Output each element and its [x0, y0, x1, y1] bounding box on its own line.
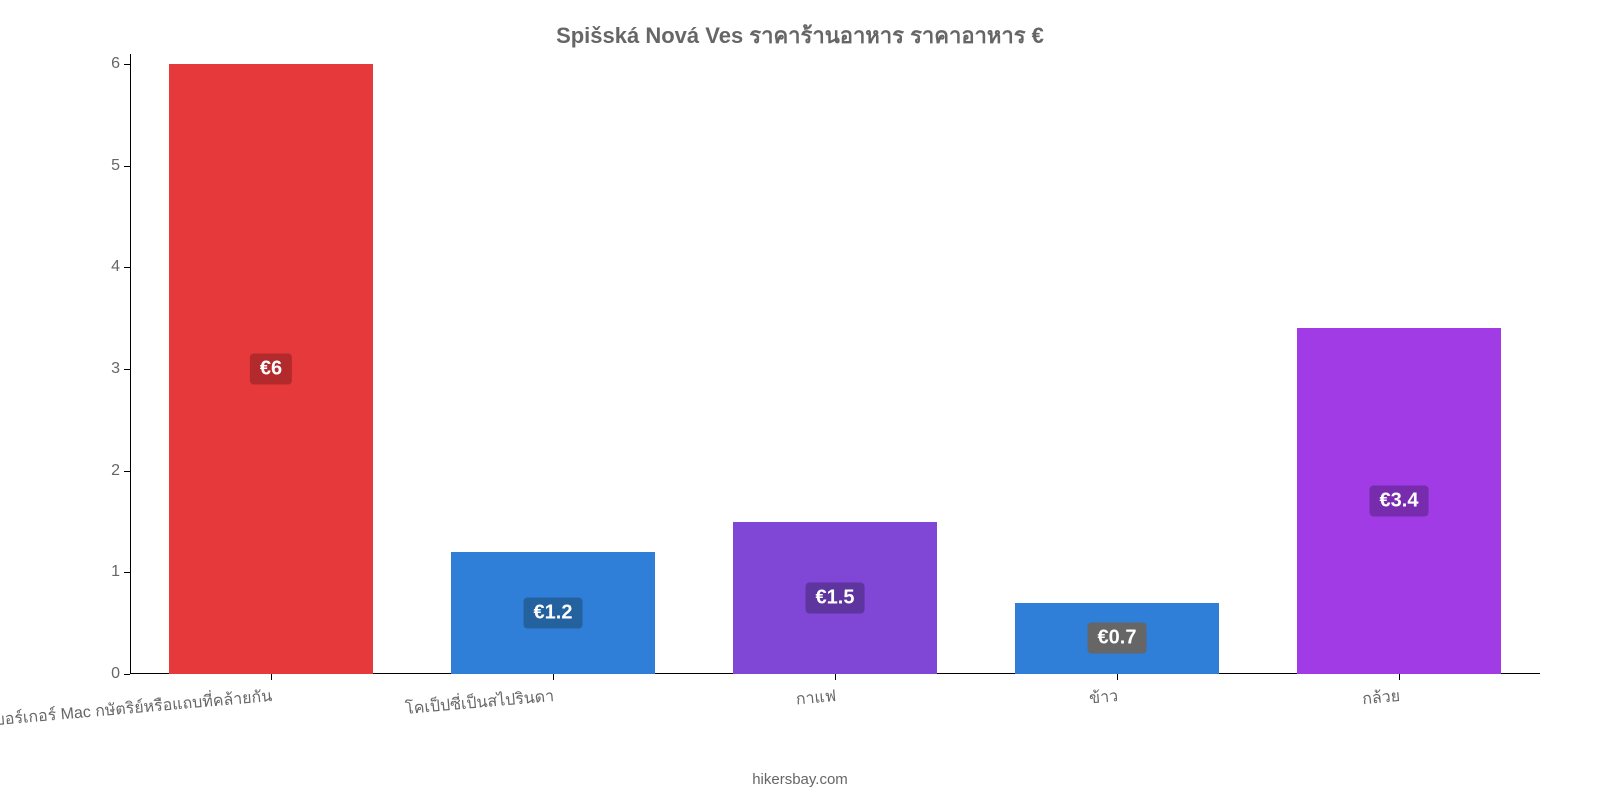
- bar-value-label: €1.2: [524, 598, 583, 629]
- x-tick-mark: [1117, 674, 1118, 680]
- y-axis-line: [130, 54, 131, 674]
- bar-value-label: €0.7: [1088, 623, 1147, 654]
- y-tick-label: 2: [111, 462, 120, 480]
- x-tick-label: กาแฟ: [795, 684, 837, 712]
- x-tick-label: โคเป็ปซี่เป็นสไปรินดา: [404, 684, 555, 722]
- chart-title: Spišská Nová Ves ราคาร้านอาหาร ราคาอาหาร…: [0, 18, 1600, 53]
- y-tick-mark: [124, 64, 130, 65]
- y-tick-mark: [124, 572, 130, 573]
- x-tick-mark: [271, 674, 272, 680]
- y-tick-label: 3: [111, 360, 120, 378]
- x-tick-mark: [835, 674, 836, 680]
- x-tick-label: ข้าว: [1088, 684, 1119, 711]
- y-tick-label: 5: [111, 157, 120, 175]
- x-tick-label: เบอร์เกอร์ Mac กษัตริย์หรือแถบที่คล้ายกั…: [0, 684, 273, 734]
- bar-value-label: €6: [250, 354, 292, 385]
- y-tick-mark: [124, 166, 130, 167]
- x-tick-label: กล้วย: [1361, 684, 1401, 712]
- x-tick-mark: [553, 674, 554, 680]
- y-tick-mark: [124, 674, 130, 675]
- y-tick-label: 1: [111, 563, 120, 581]
- bar-value-label: €1.5: [806, 582, 865, 613]
- y-tick-mark: [124, 267, 130, 268]
- y-tick-mark: [124, 369, 130, 370]
- y-tick-label: 0: [111, 665, 120, 683]
- y-tick-mark: [124, 471, 130, 472]
- plot-area: 0123456€6เบอร์เกอร์ Mac กษัตริย์หรือแถบท…: [130, 54, 1540, 674]
- attribution: hikersbay.com: [0, 771, 1600, 788]
- y-tick-label: 4: [111, 258, 120, 276]
- y-tick-label: 6: [111, 55, 120, 73]
- bar-value-label: €3.4: [1370, 486, 1429, 517]
- chart-container: Spišská Nová Ves ราคาร้านอาหาร ราคาอาหาร…: [0, 0, 1600, 800]
- x-tick-mark: [1399, 674, 1400, 680]
